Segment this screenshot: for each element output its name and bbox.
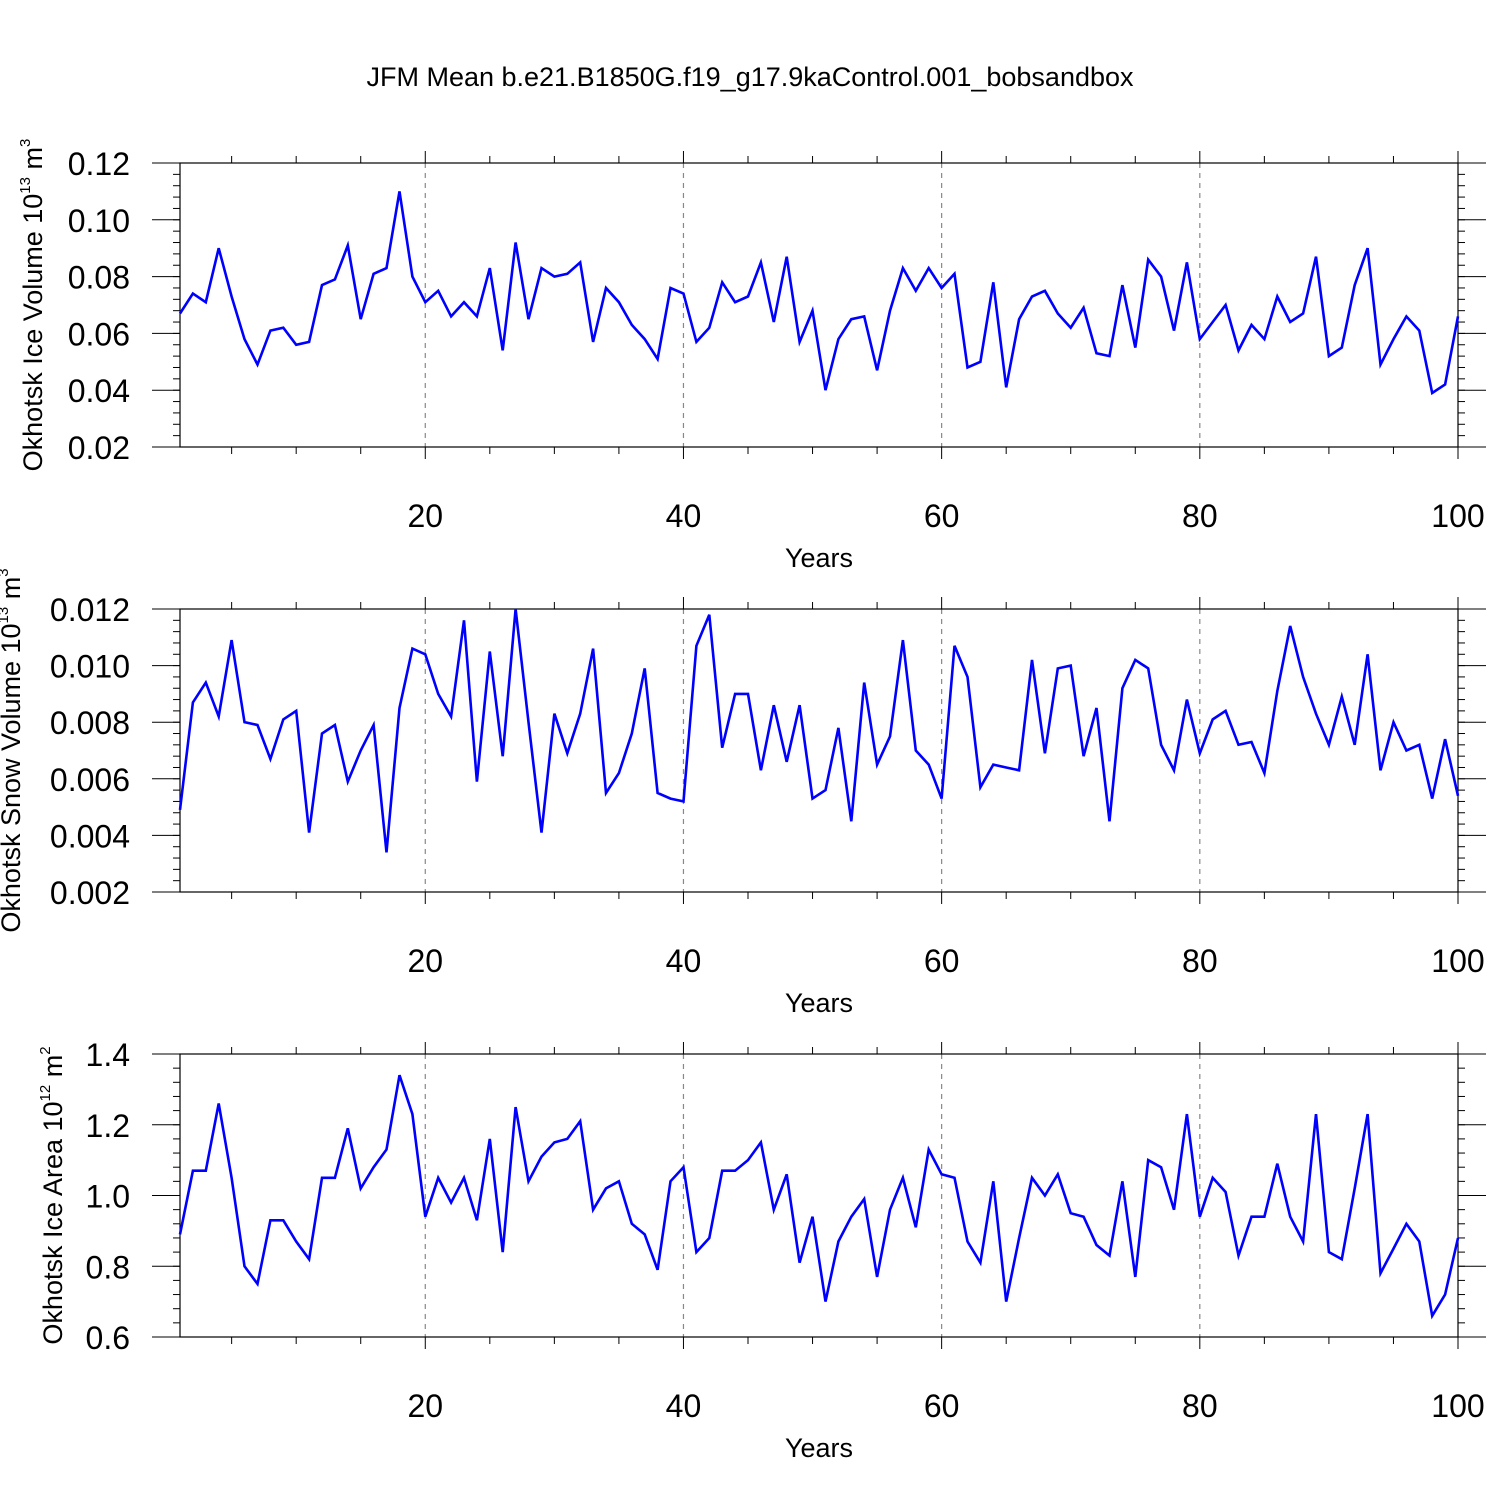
chart-panel-okhotsk-ice-volume: 20 40 60 80 100 Years 0.02 0.04 0.06 0.08 0.10 0.12…	[17, 139, 1486, 573]
x-tick-label: 100	[1431, 498, 1484, 534]
x-tick-label: 20	[407, 498, 443, 534]
x-tick-label: 80	[1182, 498, 1218, 534]
x-tick-label: 80	[1182, 943, 1218, 979]
y-tick-label: 1.2	[86, 1108, 130, 1144]
y-axis-label-unit-exponent: 3	[0, 568, 12, 576]
series-line-okhotsk-ice-volume	[178, 191, 1460, 396]
x-axis-label: Years	[785, 543, 853, 573]
y-tick-label: 0.02	[68, 430, 130, 466]
x-tick-label: 40	[666, 1388, 702, 1424]
figure-title: JFM Mean b.e21.B1850G.f19_g17.9kaControl…	[366, 62, 1134, 92]
series-line-okhotsk-ice-area	[178, 1074, 1460, 1320]
series-line-okhotsk-snow-volume	[178, 608, 1460, 853]
x-tick-label: 60	[924, 498, 960, 534]
x-axis-label: Years	[785, 988, 853, 1018]
y-tick-label: 0.004	[50, 818, 130, 854]
y-axis-label: Okhotsk Ice Area 1012 m2	[37, 1046, 68, 1344]
x-tick-label: 20	[407, 1388, 443, 1424]
y-tick-label: 0.04	[68, 373, 130, 409]
y-axis-label-exponent: 13	[0, 607, 12, 624]
y-tick-label: 0.8	[86, 1249, 130, 1285]
y-axis-label-text: Okhotsk Snow Volume 10	[0, 623, 26, 932]
plot-frame	[179, 608, 1459, 893]
y-tick-label: 0.008	[50, 705, 130, 741]
y-tick-label: 0.06	[68, 316, 130, 352]
y-axis-label-unit: m	[38, 1055, 68, 1085]
x-tick-label: 100	[1431, 943, 1484, 979]
y-axis-label-unit-exponent: 3	[17, 139, 34, 147]
x-tick-label: 100	[1431, 1388, 1484, 1424]
y-tick-label: 0.012	[50, 592, 130, 628]
y-tick-label: 0.002	[50, 875, 130, 911]
x-tick-label: 40	[666, 943, 702, 979]
panels: 20 40 60 80 100 Years 0.02 0.04 0.06 0.08 0.10 0.12…	[0, 139, 1486, 1463]
y-tick-label: 0.010	[50, 649, 130, 685]
x-axis-label: Years	[785, 1433, 853, 1463]
y-axis-label-unit: m	[0, 577, 26, 607]
y-tick-label: 0.08	[68, 260, 130, 296]
y-tick-label: 1.4	[86, 1037, 130, 1073]
y-axis-label-unit: m	[18, 147, 48, 177]
y-axis-label-exponent: 12	[37, 1085, 54, 1102]
y-axis-label-text: Okhotsk Ice Area 10	[38, 1101, 68, 1344]
x-tick-label: 60	[924, 1388, 960, 1424]
plot-frame	[179, 1053, 1459, 1338]
y-tick-label: 0.12	[68, 146, 130, 182]
y-tick-label: 1.0	[86, 1179, 130, 1215]
y-axis-label-text: Okhotsk Ice Volume 10	[18, 194, 48, 472]
y-axis-label: Okhotsk Ice Volume 1013 m3	[17, 139, 48, 472]
y-tick-label: 0.6	[86, 1320, 130, 1356]
x-tick-label: 20	[407, 943, 443, 979]
chart-panel-okhotsk-ice-area: 20 40 60 80 100 Years 0.6 0.8 1.0 1.2 1.4 Okhotsk I…	[37, 1037, 1486, 1463]
x-tick-label: 80	[1182, 1388, 1218, 1424]
y-axis-label-exponent: 13	[17, 177, 34, 194]
y-axis-label: Okhotsk Snow Volume 1013 m3	[0, 568, 26, 932]
y-tick-label: 0.10	[68, 203, 130, 239]
x-tick-label: 60	[924, 943, 960, 979]
chart-panel-okhotsk-snow-volume: 20 40 60 80 100 Years 0.002 0.004 0.006 0.008 0.01…	[0, 568, 1486, 1018]
x-tick-label: 40	[666, 498, 702, 534]
y-tick-label: 0.006	[50, 762, 130, 798]
y-axis-label-unit-exponent: 2	[37, 1046, 54, 1054]
plot-frame	[179, 162, 1459, 448]
